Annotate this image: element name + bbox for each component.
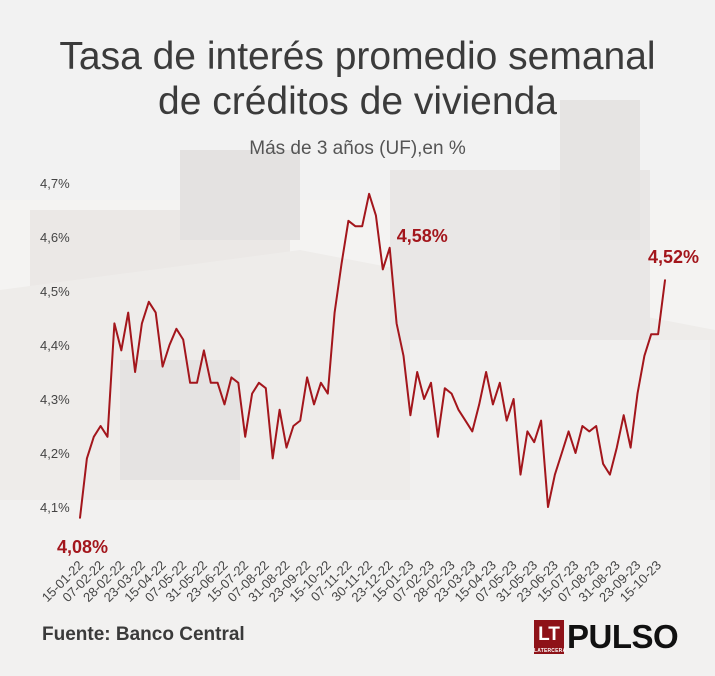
lt-badge: LT LATERCERA [534, 620, 567, 654]
y-tick-label: 4,4% [40, 338, 70, 353]
data-label: 4,08% [57, 537, 108, 557]
chart-title-line-2: de créditos de vivienda [158, 80, 557, 123]
y-tick-label: 4,7% [40, 176, 70, 191]
lt-badge-small-text: LATERCERA [534, 648, 567, 654]
lt-badge-text: LT [538, 624, 560, 645]
series-line [79, 192, 666, 519]
pulso-wordmark: PULSO [567, 618, 679, 655]
y-tick-label: 4,3% [40, 392, 70, 407]
chart-subtitle: Más de 3 años (UF),en % [249, 138, 466, 159]
y-tick-label: 4,6% [40, 230, 70, 245]
data-label: 4,58% [397, 226, 448, 246]
y-tick-label: 4,1% [40, 500, 70, 515]
source-note: Fuente: Banco Central [42, 624, 245, 645]
pulso-logo: LT LATERCERA PULSO [534, 618, 679, 655]
y-tick-label: 4,2% [40, 446, 70, 461]
y-tick-label: 4,5% [40, 284, 70, 299]
data-label: 4,52% [648, 247, 699, 267]
chart-title-line-1: Tasa de interés promedio semanal [59, 35, 656, 78]
chart-title: Tasa de interés promedio semanal de créd… [0, 34, 715, 124]
